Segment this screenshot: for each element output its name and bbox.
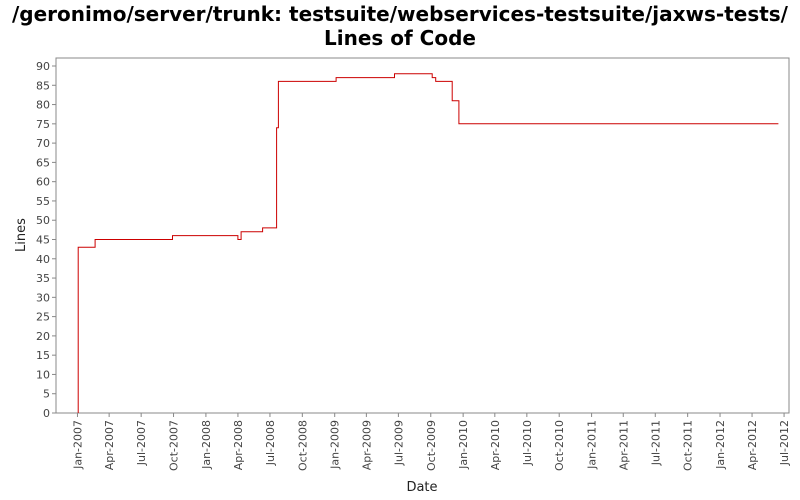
x-tick-label: Jul-2010 (521, 420, 534, 466)
x-tick-label: Jul-2008 (264, 420, 277, 466)
x-tick-label: Jan-2009 (329, 420, 342, 470)
y-axis: 0 5 10 15 20 25 30 35 40 45 50 55 60 65 70 75 80 85 90 (36, 60, 56, 420)
x-tick-label: Jul-2009 (392, 420, 405, 466)
y-tick-label: 20 (36, 330, 50, 343)
y-tick-label: 15 (36, 349, 50, 362)
x-tick-label: Apr-2011 (617, 420, 630, 470)
y-tick-label: 5 (43, 388, 50, 401)
x-tick-label: Jul-2011 (649, 420, 662, 466)
x-tick-label: Jan-2012 (714, 420, 727, 470)
y-tick-label: 90 (36, 60, 50, 73)
x-tick-label: Oct-2011 (682, 420, 695, 471)
y-tick-label: 85 (36, 79, 50, 92)
x-tick-label: Oct-2007 (168, 420, 181, 471)
y-tick-label: 45 (36, 234, 50, 247)
y-tick-label: 70 (36, 137, 50, 150)
x-tick-label: Oct-2009 (425, 420, 438, 471)
x-tick-label: Oct-2010 (553, 420, 566, 471)
y-tick-label: 80 (36, 99, 50, 112)
x-tick-label: Apr-2012 (746, 420, 759, 470)
y-tick-label: 30 (36, 291, 50, 304)
plot-area (55, 57, 790, 414)
y-axis-label: Lines (14, 218, 29, 252)
y-tick-label: 60 (36, 176, 50, 189)
y-tick-label: 35 (36, 272, 50, 285)
chart-title: /geronimo/server/trunk: testsuite/webser… (11, 2, 788, 50)
x-tick-label: Jan-2008 (200, 420, 213, 470)
x-axis-label: Date (406, 480, 437, 495)
y-tick-label: 55 (36, 195, 50, 208)
y-tick-label: 40 (36, 253, 50, 266)
series-line (77, 73, 779, 413)
x-tick-label: Jul-2012 (778, 420, 791, 466)
x-tick-label: Apr-2008 (232, 420, 245, 470)
x-axis: Jan-2007 Apr-2007 Jul-2007 Oct-2007 Jan-2008… (71, 413, 791, 471)
x-tick-label: Jan-2010 (457, 420, 470, 470)
x-tick-label: Jan-2011 (586, 420, 599, 470)
x-tick-label: Jul-2007 (135, 420, 148, 466)
x-tick-label: Apr-2007 (103, 420, 116, 470)
x-tick-label: Apr-2010 (489, 420, 502, 470)
y-tick-label: 0 (43, 407, 50, 420)
x-tick-label: Jan-2007 (71, 420, 84, 470)
y-tick-label: 10 (36, 368, 50, 381)
x-tick-label: Oct-2008 (296, 420, 309, 471)
y-tick-label: 65 (36, 156, 50, 169)
y-tick-label: 25 (36, 311, 50, 324)
x-tick-label: Apr-2009 (360, 420, 373, 470)
y-tick-label: 75 (36, 118, 50, 131)
y-tick-label: 50 (36, 214, 50, 227)
